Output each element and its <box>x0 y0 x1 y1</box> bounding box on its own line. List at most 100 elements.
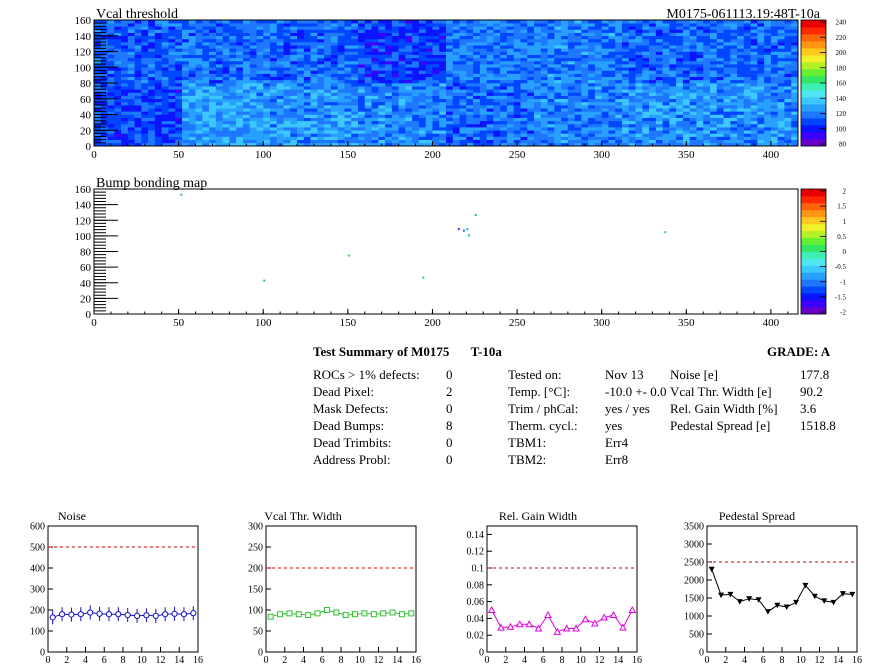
heatmap-cell <box>446 98 454 103</box>
heatmap-cell <box>134 48 142 52</box>
heatmap-cell <box>94 76 102 81</box>
heatmap-cell <box>249 42 257 46</box>
heatmap-cell <box>154 83 162 87</box>
heatmap-cell <box>696 142 704 147</box>
heatmap-cell <box>479 60 487 65</box>
heatmap-cell <box>581 89 589 93</box>
heatmap-cell <box>764 101 772 106</box>
map2-colorbar-label: 2 <box>843 188 847 196</box>
heatmap-cell <box>148 130 156 134</box>
heatmap-cell <box>188 114 196 118</box>
heatmap-cell <box>161 51 169 55</box>
heatmap-cell <box>432 67 440 71</box>
heatmap-cell <box>520 83 528 87</box>
heatmap-cell <box>689 20 697 24</box>
heatmap-cell <box>127 54 135 59</box>
heatmap-cell <box>743 127 751 131</box>
heatmap-cell <box>270 92 278 96</box>
heatmap-cell <box>628 42 636 46</box>
heatmap-cell <box>669 35 677 40</box>
heatmap-cell <box>784 117 792 122</box>
heatmap-cell <box>466 83 474 87</box>
heatmap-cell <box>202 92 210 96</box>
heatmap-cell <box>574 127 582 131</box>
heatmap-cell <box>114 70 122 74</box>
heatmap-cell <box>757 111 765 115</box>
heatmap-cell <box>242 101 250 106</box>
heatmap-cell <box>730 76 738 81</box>
heatmap-cell <box>303 35 311 40</box>
heatmap-cell <box>215 51 223 55</box>
heatmap-cell <box>297 42 305 46</box>
heatmap-cell <box>236 142 244 147</box>
heatmap-cell <box>493 23 501 27</box>
plot-marker <box>839 591 846 597</box>
plot-xtick-label: 14 <box>613 655 623 666</box>
heatmap-cell <box>344 73 352 77</box>
heatmap-cell <box>425 35 433 40</box>
heatmap-cell <box>750 139 758 144</box>
heatmap-cell <box>561 114 569 118</box>
heatmap-cell <box>635 127 643 131</box>
heatmap-cell <box>574 117 582 122</box>
heatmap-cell <box>642 64 650 68</box>
heatmap-cell <box>344 117 352 122</box>
heatmap-cell <box>635 111 643 115</box>
heatmap-cell <box>567 86 575 90</box>
value-therm-cycl: yes <box>605 418 623 433</box>
heatmap-cell <box>229 79 237 84</box>
heatmap-cell <box>297 29 305 33</box>
heatmap-cell <box>757 70 765 74</box>
heatmap-cell <box>784 127 792 131</box>
heatmap-cell <box>459 20 467 24</box>
heatmap-cell <box>236 64 244 68</box>
heatmap-cell <box>439 127 447 131</box>
heatmap-cell <box>513 26 521 30</box>
heatmap-cell <box>364 76 372 81</box>
heatmap-cell <box>209 38 217 43</box>
heatmap-cell <box>364 67 372 71</box>
heatmap-cell <box>324 92 332 96</box>
plot-ytick-label: 500 <box>689 630 704 641</box>
heatmap-cell <box>432 64 440 68</box>
heatmap-cell <box>446 42 454 46</box>
heatmap-cell <box>175 117 183 122</box>
plot-title: Rel. Gain Width <box>499 509 577 523</box>
heatmap-cell <box>276 38 284 43</box>
heatmap-cell <box>202 76 210 81</box>
heatmap-cell <box>743 105 751 109</box>
plot-marker <box>96 610 103 617</box>
heatmap-cell <box>209 23 217 27</box>
heatmap-cell <box>215 92 223 96</box>
heatmap-cell <box>209 95 217 100</box>
heatmap-cell <box>764 26 772 30</box>
heatmap-cell <box>175 111 183 115</box>
heatmap-cell <box>581 120 589 125</box>
heatmap-cell <box>391 105 399 109</box>
heatmap-cell <box>723 136 731 140</box>
heatmap-cell <box>628 23 636 27</box>
heatmap-cell <box>446 70 454 74</box>
heatmap-cell <box>710 98 718 103</box>
heatmap-cell <box>263 35 271 40</box>
plot-marker <box>190 610 197 617</box>
plot-xtick-label: 4 <box>742 655 747 666</box>
heatmap-cell <box>601 133 609 137</box>
heatmap-cell <box>324 139 332 144</box>
heatmap-cell <box>696 57 704 62</box>
heatmap-cell <box>215 114 223 118</box>
heatmap-cell <box>581 117 589 122</box>
heatmap-cell <box>452 83 460 87</box>
heatmap-cell <box>527 86 535 90</box>
heatmap-cell <box>405 92 413 96</box>
heatmap-cell <box>676 23 684 27</box>
heatmap-cell <box>723 76 731 81</box>
plot-frame <box>265 525 417 653</box>
heatmap-cell <box>175 35 183 40</box>
heatmap-cell <box>534 114 542 118</box>
heatmap-cell <box>425 123 433 128</box>
heatmap-cell <box>412 32 420 37</box>
heatmap-cell <box>764 23 772 27</box>
heatmap-cell <box>716 20 724 24</box>
defect-point <box>466 228 469 231</box>
